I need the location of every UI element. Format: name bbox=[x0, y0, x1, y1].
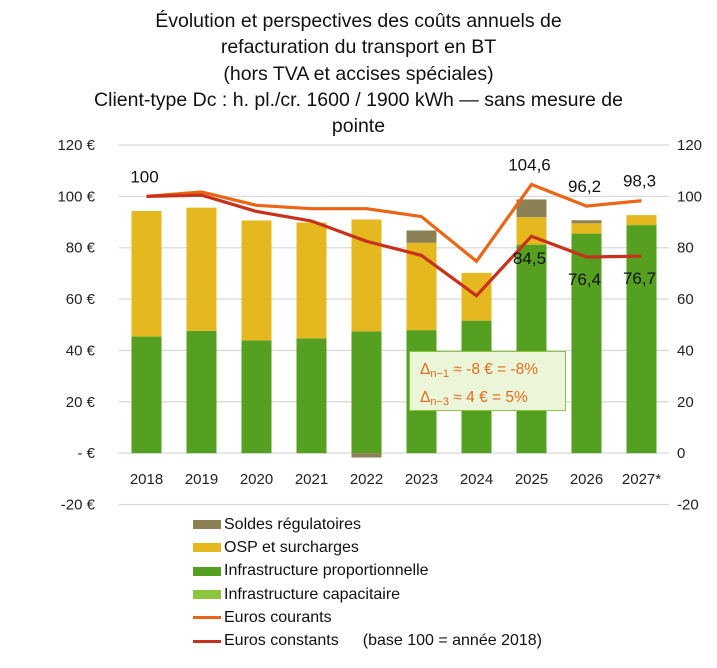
left-axis-tick-label: 40 € bbox=[66, 342, 96, 359]
left-axis-tick-label: 20 € bbox=[66, 394, 96, 411]
line-euros-constants bbox=[146, 193, 642, 298]
right-axis-tick-label: -20 bbox=[677, 497, 699, 514]
legend-item-osp: OSP et surcharges bbox=[193, 536, 542, 559]
bar-segment-soldes-r-gulatoires bbox=[406, 230, 437, 243]
delta-n3-text: ≈ 4 € = 5% bbox=[449, 389, 528, 406]
right-axis-tick-label: 60 bbox=[677, 291, 694, 308]
bar-segment-osp-et-surcharges bbox=[626, 215, 657, 226]
left-axis-tick-label: -20 € bbox=[61, 497, 96, 514]
bar-segment-osp-et-surcharges bbox=[241, 220, 272, 341]
x-axis-tick-label: 2023 bbox=[405, 471, 438, 488]
data-label: 96,2 bbox=[568, 177, 601, 196]
delta-subscript: n−1 bbox=[430, 368, 450, 380]
legend-item-euros-constants: Euros constants (base 100 = année 2018) bbox=[193, 629, 542, 652]
legend-swatch bbox=[193, 590, 221, 600]
x-axis-tick-label: 2025 bbox=[515, 471, 548, 488]
bar-segment-soldes-r-gulatoires bbox=[351, 453, 382, 458]
bar-segment-osp-et-surcharges bbox=[571, 223, 602, 234]
legend-label: Infrastructure proportionnelle bbox=[224, 562, 429, 580]
data-label: 84,5 bbox=[513, 249, 546, 268]
legend-item-infra-capacitaire: Infrastructure capacitaire bbox=[193, 583, 542, 606]
data-label: 76,4 bbox=[568, 270, 601, 289]
bar-segment-osp-et-surcharges bbox=[296, 222, 327, 339]
x-axis-tick-label: 2022 bbox=[350, 471, 383, 488]
x-axis-tick-label: 2027* bbox=[622, 471, 661, 488]
right-axis-tick-label: 40 bbox=[677, 342, 694, 359]
title-line: (hors TVA et accises spéciales) bbox=[223, 62, 494, 85]
bar-segment-infrastructure-proportionnelle bbox=[626, 225, 657, 454]
x-axis-tick-label: 2026 bbox=[570, 471, 603, 488]
delta-n1-text: ≈ -8 € = -8% bbox=[449, 361, 539, 378]
delta-annotation-box: Δn−1 ≈ -8 € = -8% Δn−3 ≈ 4 € = 5% bbox=[409, 351, 566, 411]
bar-segment-osp-et-surcharges bbox=[406, 242, 437, 331]
legend-label: OSP et surcharges bbox=[224, 538, 359, 556]
title-line: Client-type Dc : h. pl./cr. 1600 / 1900 … bbox=[94, 88, 623, 111]
x-axis-labels: 2018 2019 2020 2021 2022 2023 2024 2025 2026 2027… bbox=[130, 471, 661, 488]
right-axis-labels: 120 100 80 60 40 20 0 -20 bbox=[677, 137, 702, 514]
left-axis-labels: 120 € 100 € 80 € 60 € 40 € 20 € - € -20 € bbox=[57, 137, 95, 514]
left-axis-tick-label: - € bbox=[77, 445, 95, 462]
delta-n3-line: Δn−3 ≈ 4 € = 5% bbox=[420, 386, 565, 414]
legend: Soldes régulatoires OSP et surcharges In… bbox=[193, 513, 542, 653]
legend-note: (base 100 = année 2018) bbox=[362, 632, 542, 650]
x-axis-tick-label: 2021 bbox=[295, 471, 328, 488]
x-axis-tick-label: 2018 bbox=[130, 471, 163, 488]
data-labels: 100 104,6 96,2 98,3 84,5 76,4 76,7 bbox=[130, 156, 656, 289]
data-label: 104,6 bbox=[508, 156, 551, 175]
right-axis-tick-label: 20 bbox=[677, 394, 694, 411]
legend-item-euros-courants: Euros courants bbox=[193, 606, 542, 629]
legend-item-soldes: Soldes régulatoires bbox=[193, 513, 542, 536]
legend-label: Euros constants bbox=[224, 632, 339, 650]
bar-segment-infrastructure-proportionnelle bbox=[351, 331, 382, 454]
line-euros-courants bbox=[146, 182, 642, 264]
bars bbox=[131, 199, 657, 458]
chart-title: Évolution et perspectives des coûts annu… bbox=[0, 8, 717, 139]
bar-segment-soldes-r-gulatoires bbox=[571, 220, 602, 224]
title-line: pointe bbox=[331, 115, 386, 138]
left-axis-tick-label: 100 € bbox=[57, 188, 95, 205]
left-axis-tick-label: 60 € bbox=[66, 291, 96, 308]
legend-label: Infrastructure capacitaire bbox=[224, 585, 401, 603]
x-axis-tick-label: 2020 bbox=[240, 471, 273, 488]
bar-segment-infrastructure-proportionnelle bbox=[241, 340, 272, 454]
delta-symbol: Δ bbox=[420, 361, 431, 378]
data-label: 100 bbox=[130, 167, 158, 186]
left-axis-tick-label: 80 € bbox=[66, 240, 96, 257]
legend-line-swatch bbox=[193, 639, 221, 643]
bar-segment-infrastructure-proportionnelle bbox=[131, 336, 162, 454]
title-line: refacturation du transport en BT bbox=[220, 36, 497, 59]
bar-segment-infrastructure-proportionnelle bbox=[571, 233, 602, 454]
x-axis-tick-label: 2019 bbox=[185, 471, 218, 488]
title-line: Évolution et perspectives des coûts annu… bbox=[155, 10, 562, 32]
delta-n1-line: Δn−1 ≈ -8 € = -8% bbox=[420, 358, 565, 386]
left-axis-tick-label: 120 € bbox=[57, 137, 95, 154]
bar-segment-infrastructure-proportionnelle bbox=[296, 338, 327, 454]
right-axis-tick-label: 0 bbox=[677, 445, 685, 462]
legend-swatch bbox=[193, 543, 221, 553]
lines bbox=[146, 182, 642, 298]
right-axis-tick-label: 80 bbox=[677, 240, 694, 257]
right-axis-tick-label: 100 bbox=[677, 188, 702, 205]
bar-segment-osp-et-surcharges bbox=[186, 207, 217, 331]
right-axis-tick-label: 120 bbox=[677, 137, 702, 154]
data-label: 76,7 bbox=[623, 269, 656, 288]
bar-segment-infrastructure-proportionnelle bbox=[186, 330, 217, 454]
legend-line-swatch bbox=[193, 616, 221, 620]
bar-segment-soldes-r-gulatoires bbox=[516, 199, 547, 218]
legend-item-infra-proportionnelle: Infrastructure proportionnelle bbox=[193, 560, 542, 583]
bar-segment-infrastructure-proportionnelle bbox=[516, 244, 547, 454]
legend-swatch bbox=[193, 520, 221, 530]
legend-swatch bbox=[193, 566, 221, 576]
delta-subscript: n−3 bbox=[430, 396, 450, 408]
bar-segment-osp-et-surcharges bbox=[131, 210, 162, 337]
data-label: 98,3 bbox=[623, 172, 656, 191]
x-axis-tick-label: 2024 bbox=[460, 471, 493, 488]
legend-label: Soldes régulatoires bbox=[224, 515, 361, 533]
delta-symbol: Δ bbox=[420, 389, 431, 406]
legend-label: Euros courants bbox=[224, 608, 332, 626]
